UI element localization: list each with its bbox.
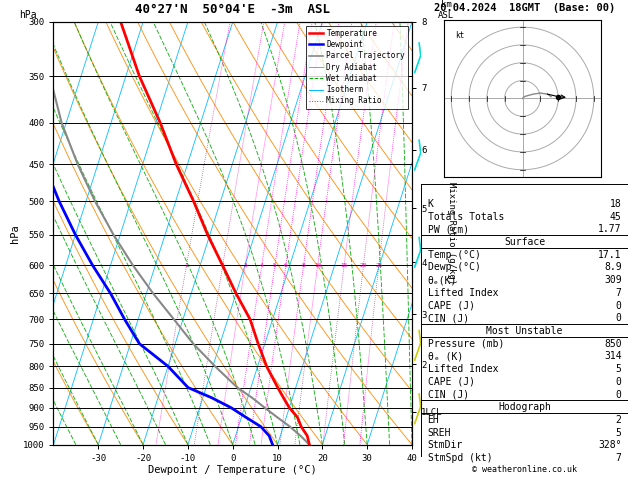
Text: Totals Totals: Totals Totals <box>428 211 504 222</box>
Text: 20.04.2024  18GMT  (Base: 00): 20.04.2024 18GMT (Base: 00) <box>434 3 615 13</box>
Text: © weatheronline.co.uk: © weatheronline.co.uk <box>472 465 577 474</box>
Text: PW (cm): PW (cm) <box>428 224 469 234</box>
Text: θₑ (K): θₑ (K) <box>428 351 463 362</box>
Text: 0: 0 <box>616 300 621 311</box>
Text: Most Unstable: Most Unstable <box>486 326 563 336</box>
Text: K: K <box>428 199 433 209</box>
Text: 4: 4 <box>260 263 264 268</box>
Text: Pressure (mb): Pressure (mb) <box>428 339 504 348</box>
Text: 8.9: 8.9 <box>604 262 621 273</box>
Text: 2: 2 <box>616 415 621 425</box>
Text: 2: 2 <box>221 263 225 268</box>
Text: θₑ(K): θₑ(K) <box>428 275 457 285</box>
Text: CIN (J): CIN (J) <box>428 313 469 323</box>
Text: 45: 45 <box>610 211 621 222</box>
Text: 328°: 328° <box>598 440 621 451</box>
Text: SREH: SREH <box>428 428 451 438</box>
Y-axis label: hPa: hPa <box>10 224 20 243</box>
Text: 5: 5 <box>273 263 277 268</box>
Text: Dewp (°C): Dewp (°C) <box>428 262 481 273</box>
Text: 7: 7 <box>616 453 621 463</box>
Text: Temp (°C): Temp (°C) <box>428 250 481 260</box>
Text: 5: 5 <box>616 428 621 438</box>
Text: 20: 20 <box>360 263 367 268</box>
Text: CAPE (J): CAPE (J) <box>428 300 475 311</box>
Text: 8: 8 <box>302 263 306 268</box>
Text: 6: 6 <box>284 263 287 268</box>
Legend: Temperature, Dewpoint, Parcel Trajectory, Dry Adiabat, Wet Adiabat, Isotherm, Mi: Temperature, Dewpoint, Parcel Trajectory… <box>306 26 408 108</box>
Text: 15: 15 <box>340 263 348 268</box>
Text: StmDir: StmDir <box>428 440 463 451</box>
Text: Lifted Index: Lifted Index <box>428 364 498 374</box>
X-axis label: Dewpoint / Temperature (°C): Dewpoint / Temperature (°C) <box>148 466 317 475</box>
Text: 314: 314 <box>604 351 621 362</box>
Text: 3: 3 <box>243 263 247 268</box>
Text: Surface: Surface <box>504 237 545 247</box>
Text: 309: 309 <box>604 275 621 285</box>
Text: Lifted Index: Lifted Index <box>428 288 498 298</box>
Text: 17.1: 17.1 <box>598 250 621 260</box>
Text: 0: 0 <box>616 313 621 323</box>
Text: 1: 1 <box>184 263 188 268</box>
Text: 0: 0 <box>616 390 621 399</box>
Text: CAPE (J): CAPE (J) <box>428 377 475 387</box>
Text: EH: EH <box>428 415 440 425</box>
Y-axis label: Mixing Ratio (g/kg): Mixing Ratio (g/kg) <box>447 182 457 284</box>
Text: hPa: hPa <box>19 10 37 20</box>
Text: 1.77: 1.77 <box>598 224 621 234</box>
Text: 5: 5 <box>616 364 621 374</box>
Text: 10: 10 <box>314 263 321 268</box>
Text: StmSpd (kt): StmSpd (kt) <box>428 453 493 463</box>
Text: 40°27'N  50°04'E  -3m  ASL: 40°27'N 50°04'E -3m ASL <box>135 2 330 16</box>
Text: 7: 7 <box>616 288 621 298</box>
Text: kt: kt <box>455 31 464 40</box>
Text: CIN (J): CIN (J) <box>428 390 469 399</box>
Text: 850: 850 <box>604 339 621 348</box>
Text: 25: 25 <box>375 263 382 268</box>
Text: 0: 0 <box>616 377 621 387</box>
Text: 18: 18 <box>610 199 621 209</box>
Text: Hodograph: Hodograph <box>498 402 551 412</box>
Text: km
ASL: km ASL <box>438 0 454 20</box>
